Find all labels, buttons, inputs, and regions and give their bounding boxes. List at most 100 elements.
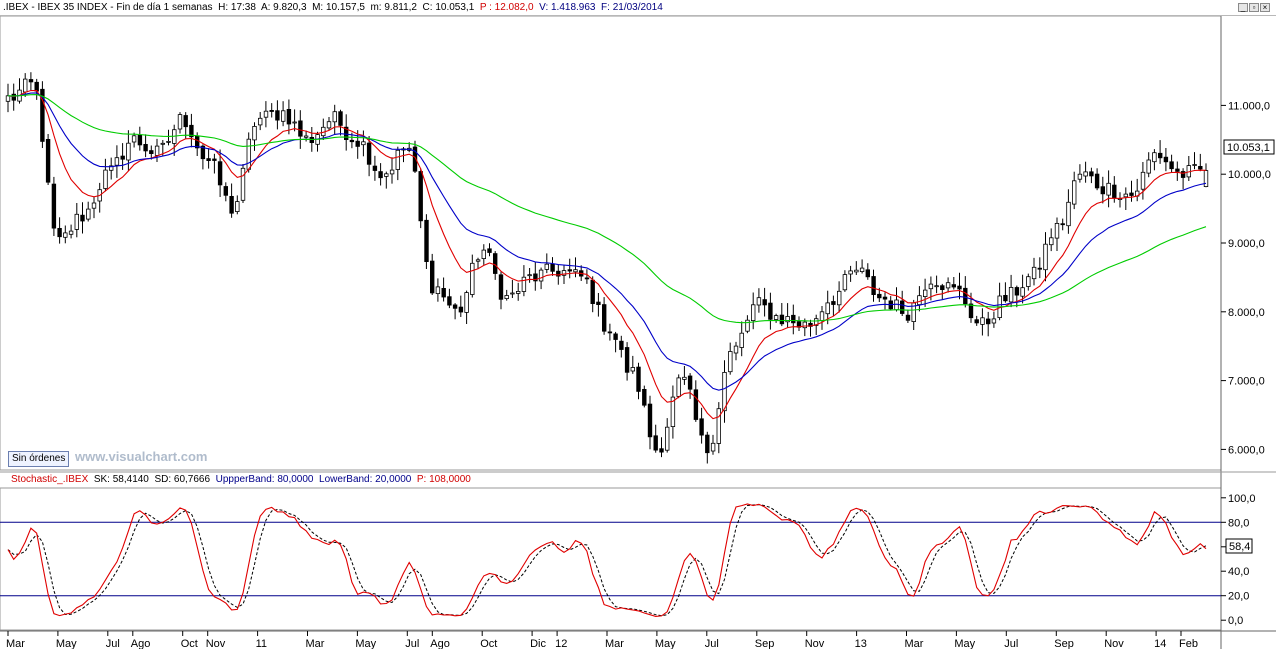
candle [705, 434, 710, 454]
candle [653, 435, 658, 451]
instrument-title: .IBEX - IBEX 35 INDEX - Fin de día 1 sem… [3, 2, 213, 13]
candle [693, 389, 699, 420]
price-tick-label: 10.000,0 [1228, 169, 1271, 181]
candle [217, 161, 223, 186]
candle [1003, 294, 1008, 302]
candle [343, 126, 349, 140]
candle [355, 140, 360, 147]
candle [561, 270, 567, 276]
candle [802, 321, 807, 329]
candle [739, 332, 744, 348]
candle [22, 78, 28, 93]
last-price-text: 10.053,1 [1227, 142, 1270, 154]
close-button[interactable]: × [1260, 3, 1270, 12]
candle [785, 316, 790, 323]
candle [240, 167, 246, 201]
orders-button[interactable]: Sin órdenes [8, 451, 70, 467]
candle [470, 262, 475, 295]
x-tick-label: Mar [605, 638, 624, 649]
candle [1094, 173, 1100, 189]
candle [665, 426, 670, 451]
candle [584, 277, 590, 280]
candle [1192, 164, 1197, 166]
candle [86, 208, 91, 220]
candle [303, 135, 309, 138]
candle [332, 111, 337, 123]
last-price-label: 10.053,1 [1223, 139, 1275, 155]
candle [1072, 180, 1077, 205]
restore-button[interactable]: ▫ [1249, 3, 1259, 12]
price-series [5, 72, 1209, 464]
candle [613, 333, 618, 340]
candle [1077, 173, 1083, 180]
candle [968, 303, 974, 319]
candle [481, 249, 486, 260]
candle [154, 145, 160, 156]
candle [1031, 266, 1037, 280]
candle [464, 292, 469, 313]
candle [395, 149, 400, 170]
candle [372, 165, 378, 171]
candle [200, 145, 206, 160]
candle [120, 155, 125, 160]
stochastic-tick-label: 80,0 [1228, 517, 1249, 529]
stochastic-series [0, 503, 1221, 617]
candle [527, 274, 532, 277]
x-tick-label: 11 [256, 638, 267, 649]
ma-fast-line [7, 89, 1207, 420]
candle [842, 274, 848, 291]
candle [412, 146, 418, 172]
candle [773, 315, 779, 320]
candle [934, 285, 939, 288]
candle [177, 114, 183, 130]
candle [275, 110, 280, 121]
candle [825, 302, 830, 315]
candle [143, 143, 148, 152]
stochastic-upper: UppperBand: 80,0000 [215, 474, 314, 485]
candle [80, 214, 85, 222]
header-info: .IBEX - IBEX 35 INDEX - Fin de día 1 sem… [3, 2, 663, 14]
candle [756, 297, 762, 306]
axes: 11.000,0 10.000,0 9.000,0 8.000,0 7.000,0 6.0… [6, 100, 1271, 649]
candle [733, 345, 739, 354]
candle [109, 165, 114, 171]
candle [1020, 287, 1025, 297]
candle [160, 142, 165, 145]
candle [791, 314, 796, 324]
candle [642, 388, 647, 406]
candle [837, 290, 842, 306]
x-tick-label: Jul [705, 638, 719, 649]
candle [1203, 170, 1209, 188]
x-tick-label: May [355, 638, 376, 649]
candle [1066, 201, 1071, 227]
candle [544, 263, 549, 270]
candle [1163, 156, 1169, 163]
candle [435, 286, 441, 294]
candle [11, 93, 16, 101]
candle [212, 158, 217, 161]
candle [1060, 223, 1065, 226]
x-tick-label: Jul [405, 638, 419, 649]
header-time: H: 17:38 [218, 2, 256, 13]
stochastic-sk-line [7, 503, 1207, 617]
candle [957, 285, 962, 290]
minimize-button[interactable]: _ [1238, 3, 1248, 12]
candle [751, 304, 756, 321]
candle [286, 109, 292, 125]
candle [624, 347, 630, 373]
candle [378, 171, 383, 179]
candle [859, 267, 865, 273]
x-tick-label: Ago [131, 638, 151, 649]
candle [659, 448, 664, 453]
price-tick-label: 9.000,0 [1228, 238, 1265, 250]
candle [498, 274, 504, 300]
candle [45, 138, 51, 183]
candle [1054, 222, 1060, 239]
candle [1180, 171, 1186, 178]
candle [5, 95, 11, 102]
candle [206, 158, 211, 162]
x-tick-label: Jul [106, 638, 120, 649]
candle [1112, 184, 1117, 199]
x-tick-label: Ago [430, 638, 450, 649]
price-tick-label: 6.000,0 [1228, 444, 1265, 456]
